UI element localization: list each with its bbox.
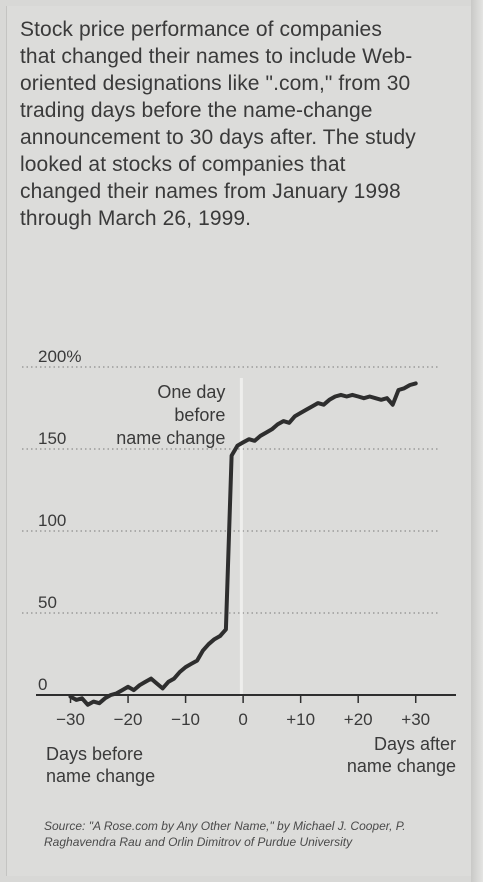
x-tick-label: 0 bbox=[238, 710, 247, 729]
x-tick-label: +30 bbox=[401, 710, 430, 729]
x-tick-label: +10 bbox=[286, 710, 315, 729]
page-background bbox=[6, 6, 472, 876]
annotation: One day before name change bbox=[116, 382, 225, 448]
y-tick-label: 150 bbox=[38, 429, 66, 448]
annotation-line: before bbox=[174, 405, 225, 425]
x-tick-label: +20 bbox=[344, 710, 373, 729]
y-tick-label: 50 bbox=[38, 593, 57, 612]
y-tick-label: 0 bbox=[38, 675, 47, 694]
page-edge bbox=[471, 0, 483, 882]
annotation-line: name change bbox=[116, 428, 225, 448]
y-axis-ticks: 200% 150 100 50 0 bbox=[38, 347, 81, 694]
y-tick-label: 100 bbox=[38, 511, 66, 530]
series-line bbox=[68, 381, 418, 707]
y-tick-label: 200% bbox=[38, 347, 81, 366]
x-label-left: Days before bbox=[46, 744, 143, 764]
x-label-right: Days after bbox=[374, 734, 456, 754]
series-lines bbox=[68, 381, 418, 707]
x-label-left: name change bbox=[46, 766, 155, 786]
x-tick-label: −30 bbox=[56, 710, 85, 729]
x-axis-ticks: −30 −20 −10 0 +10 +20 +30 bbox=[56, 695, 430, 729]
x-label-right: name change bbox=[347, 756, 456, 776]
line-chart: 200% 150 100 50 0 −30 −20 −10 0 +10 +20 +30 One da… bbox=[22, 347, 456, 786]
annotation-line: One day bbox=[157, 382, 225, 402]
source-credit: Source: "A Rose.com by Any Other Name," … bbox=[44, 819, 406, 849]
x-tick-label: −20 bbox=[114, 710, 143, 729]
intro-text: Stock price performance of companies tha… bbox=[20, 18, 416, 230]
x-tick-label: −10 bbox=[171, 710, 200, 729]
